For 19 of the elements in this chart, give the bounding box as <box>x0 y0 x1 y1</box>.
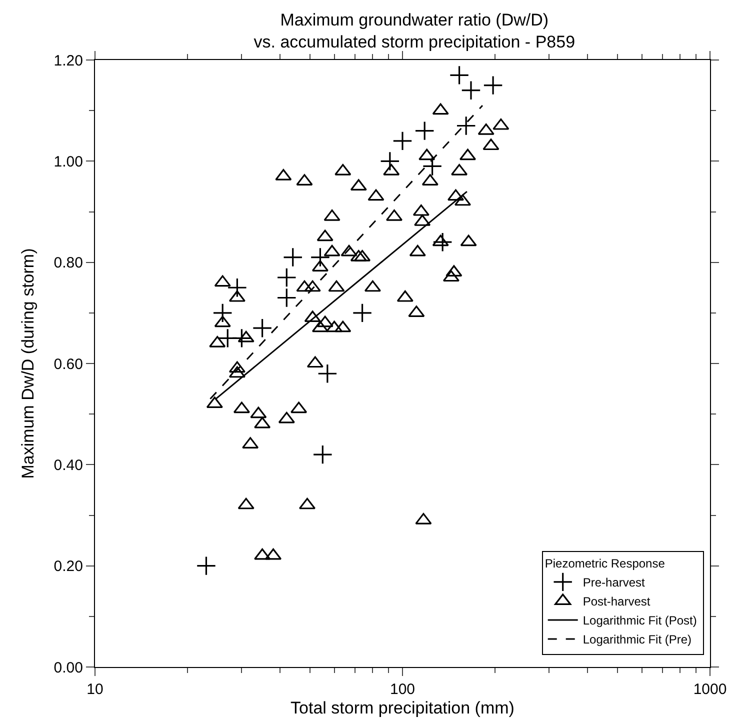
y-axis-title: Maximum Dw/D (during storm) <box>18 248 38 479</box>
y-tick-label: 0.00 <box>54 659 83 676</box>
legend-label: Logarithmic Fit (Post) <box>582 614 697 628</box>
chart-subtitle: vs. accumulated storm precipitation - P859 <box>254 32 576 52</box>
legend-title: Piezometric Response <box>544 556 666 570</box>
x-axis-title: Total storm precipitation (mm) <box>290 698 514 718</box>
legend-label: Logarithmic Fit (Pre) <box>582 632 692 647</box>
x-tick-label: 10 <box>86 681 104 698</box>
x-tick-label: 100 <box>390 681 416 698</box>
chart-title: Maximum groundwater ratio (Dw/D) <box>280 10 549 30</box>
y-tick-label: 0.80 <box>54 254 83 272</box>
y-tick-label: 0.20 <box>54 558 83 576</box>
y-tick-label: 1.00 <box>54 153 83 170</box>
y-tick-label: 1.20 <box>54 52 83 70</box>
y-tick-label: 0.60 <box>54 356 83 373</box>
legend-label: Pre-harvest <box>582 576 646 590</box>
x-tick-label: 1000 <box>693 681 727 698</box>
y-tick-label: 0.40 <box>54 456 83 474</box>
legend-label: Post-harvest <box>582 594 651 609</box>
